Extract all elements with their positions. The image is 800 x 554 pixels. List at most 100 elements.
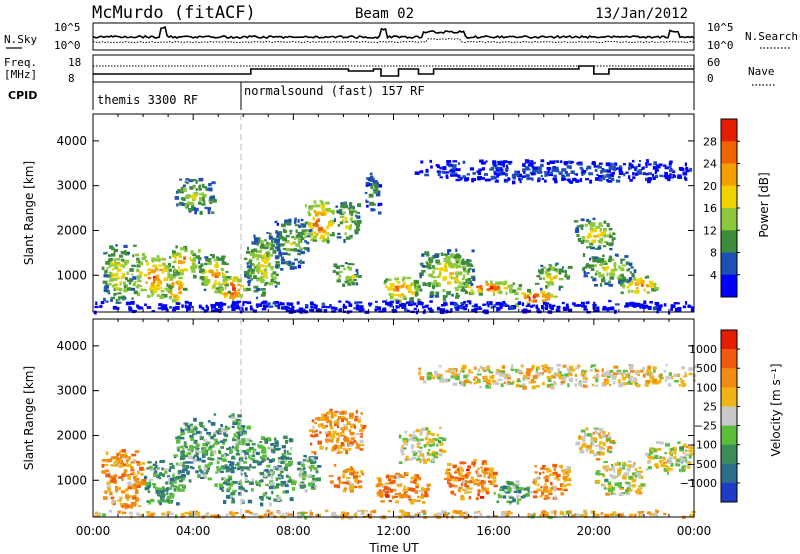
heatmap-cell xyxy=(188,450,192,453)
heatmap-cell xyxy=(592,217,596,221)
heatmap-cell xyxy=(403,512,408,516)
x-tick-label: 00:00 xyxy=(76,524,111,538)
heatmap-cell xyxy=(112,456,117,459)
heatmap-cell xyxy=(111,477,116,481)
heatmap-cell xyxy=(519,371,524,375)
heatmap-cell xyxy=(553,467,557,472)
heatmap-cell xyxy=(633,379,637,383)
heatmap-cell xyxy=(610,270,614,274)
heatmap-cell xyxy=(172,250,176,253)
heatmap-cell xyxy=(385,490,390,494)
heatmap-cell xyxy=(343,201,347,206)
heatmap-cell xyxy=(231,292,236,295)
heatmap-cell xyxy=(264,265,268,268)
heatmap-cell xyxy=(625,302,631,307)
heatmap-cell xyxy=(539,372,544,376)
heatmap-cell xyxy=(438,436,444,440)
heatmap-cell xyxy=(546,375,552,379)
heatmap-cell xyxy=(479,385,482,389)
heatmap-cell xyxy=(403,439,407,443)
heatmap-cell xyxy=(496,289,500,294)
heatmap-cell xyxy=(310,480,316,483)
heatmap-cell xyxy=(504,304,510,307)
heatmap-cell xyxy=(490,286,494,290)
heatmap-cell xyxy=(431,458,435,462)
heatmap-cell xyxy=(370,186,374,190)
heatmap-cell xyxy=(405,285,408,289)
heatmap-cell xyxy=(501,365,506,369)
heatmap-cell xyxy=(383,281,387,285)
heatmap-cell xyxy=(509,496,515,499)
heatmap-cell xyxy=(189,186,194,190)
heatmap-cell xyxy=(203,282,209,286)
heatmap-cell xyxy=(636,289,639,293)
heatmap-cell xyxy=(681,466,685,470)
heatmap-cell xyxy=(149,468,155,472)
heatmap-cell xyxy=(594,272,598,276)
heatmap-cell xyxy=(139,468,144,471)
heatmap-cell xyxy=(468,369,472,373)
heatmap-cell xyxy=(611,377,617,380)
heatmap-cell xyxy=(338,308,341,312)
heatmap-cell xyxy=(104,469,109,473)
heatmap-cell xyxy=(547,283,550,288)
heatmap-cell xyxy=(417,495,420,499)
heatmap-cell xyxy=(451,293,454,297)
heatmap-cell xyxy=(604,478,609,483)
heatmap-cell xyxy=(687,304,691,308)
heatmap-cell xyxy=(438,373,443,377)
heatmap-cell xyxy=(286,222,292,226)
heatmap-cell xyxy=(504,179,507,182)
heatmap-cell xyxy=(662,456,666,461)
heatmap-cell xyxy=(337,445,342,449)
heatmap-cell xyxy=(332,511,337,515)
heatmap-cell xyxy=(294,217,297,222)
heatmap-cell xyxy=(215,262,219,265)
heatmap-cell xyxy=(431,451,436,454)
heatmap-cell xyxy=(119,450,124,453)
heatmap-cell xyxy=(276,232,280,236)
heatmap-cell xyxy=(196,511,201,516)
heatmap-cell xyxy=(524,487,529,491)
heatmap-cell xyxy=(410,487,416,492)
heatmap-cell xyxy=(250,458,255,461)
heatmap-cell xyxy=(169,256,172,259)
heatmap-cell xyxy=(692,513,695,518)
heatmap-cell xyxy=(360,432,364,435)
heatmap-cell xyxy=(254,460,260,464)
heatmap-cell xyxy=(331,232,335,236)
heatmap-cell xyxy=(412,499,417,503)
heatmap-cell xyxy=(427,458,431,462)
heatmap-cell xyxy=(554,263,558,267)
heatmap-cell xyxy=(345,276,350,280)
heatmap-cell xyxy=(401,278,405,282)
heatmap-cell xyxy=(599,233,605,237)
heatmap-cell xyxy=(596,173,599,176)
heatmap-cell xyxy=(285,439,288,444)
heatmap-cell xyxy=(207,261,212,265)
heatmap-cell xyxy=(187,425,189,430)
heatmap-cell xyxy=(537,178,541,183)
heatmap-cell xyxy=(160,498,165,502)
heatmap-cell xyxy=(229,461,235,465)
heatmap-cell xyxy=(223,292,227,296)
heatmap-cell xyxy=(251,513,255,516)
heatmap-cell xyxy=(653,378,658,383)
heatmap-cell xyxy=(502,164,505,168)
heatmap-cell xyxy=(387,510,391,513)
heatmap-cell xyxy=(409,286,412,290)
heatmap-cell xyxy=(628,162,632,166)
heatmap-cell xyxy=(644,372,650,377)
heatmap-cell xyxy=(221,489,225,492)
heatmap-cell xyxy=(457,264,462,268)
heatmap-cell xyxy=(470,282,474,287)
heatmap-cell xyxy=(423,444,427,448)
heatmap-cell xyxy=(568,377,574,382)
heatmap-cell xyxy=(421,269,426,273)
heatmap-cell xyxy=(405,301,410,304)
heatmap-cell xyxy=(646,284,650,288)
heatmap-cell xyxy=(202,446,207,450)
heatmap-cell xyxy=(582,442,587,445)
heatmap-cell xyxy=(341,219,345,223)
heatmap-cell xyxy=(590,229,594,233)
